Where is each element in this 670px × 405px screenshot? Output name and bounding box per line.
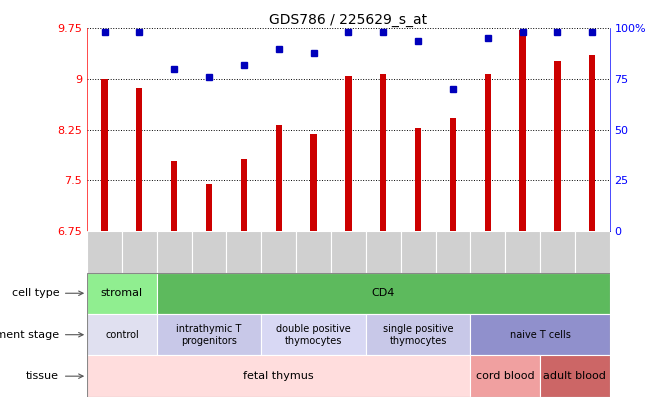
Bar	[401, 231, 436, 273]
Bar	[450, 118, 456, 231]
Bar	[157, 231, 192, 273]
Text: double positive
thymocytes: double positive thymocytes	[276, 324, 351, 345]
Text: CD4: CD4	[372, 288, 395, 298]
Bar	[261, 231, 296, 273]
Bar	[275, 125, 282, 231]
Bar	[136, 88, 143, 231]
Text: tissue: tissue	[26, 371, 59, 381]
Text: fetal thymus: fetal thymus	[243, 371, 314, 381]
Bar	[484, 74, 491, 231]
Bar	[380, 74, 387, 231]
Title: GDS786 / 225629_s_at: GDS786 / 225629_s_at	[269, 13, 427, 27]
Bar	[241, 159, 247, 231]
Bar	[470, 231, 505, 273]
Bar	[206, 184, 212, 231]
Text: cord blood: cord blood	[476, 371, 535, 381]
Bar	[415, 128, 421, 231]
Text: development stage: development stage	[0, 330, 59, 340]
Bar	[540, 231, 575, 273]
Bar	[87, 273, 157, 314]
Bar	[87, 314, 157, 356]
Bar	[505, 231, 540, 273]
Bar	[540, 356, 610, 397]
Bar	[157, 273, 610, 314]
Bar	[261, 314, 366, 356]
Text: cell type: cell type	[11, 288, 59, 298]
Bar	[470, 356, 540, 397]
Text: intrathymic T
progenitors: intrathymic T progenitors	[176, 324, 242, 345]
Bar	[122, 231, 157, 273]
Text: stromal: stromal	[101, 288, 143, 298]
Bar	[296, 231, 331, 273]
Bar	[226, 231, 261, 273]
Bar	[87, 231, 122, 273]
Bar	[310, 134, 317, 231]
Bar	[436, 231, 470, 273]
Bar	[589, 55, 596, 231]
Text: naive T cells: naive T cells	[510, 330, 570, 340]
Bar	[470, 314, 610, 356]
Bar	[519, 30, 526, 231]
Text: adult blood: adult blood	[543, 371, 606, 381]
Bar	[345, 76, 352, 231]
Bar	[554, 61, 561, 231]
Bar	[157, 314, 261, 356]
Bar	[575, 231, 610, 273]
Text: control: control	[105, 330, 139, 340]
Bar	[366, 231, 401, 273]
Bar	[192, 231, 226, 273]
Bar	[87, 356, 470, 397]
Bar	[171, 162, 178, 231]
Bar	[101, 79, 108, 231]
Bar	[366, 314, 470, 356]
Bar	[331, 231, 366, 273]
Text: single positive
thymocytes: single positive thymocytes	[383, 324, 454, 345]
Bar	[87, 273, 610, 397]
